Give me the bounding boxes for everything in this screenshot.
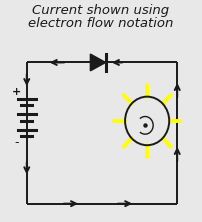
Text: Current shown using: Current shown using [33,4,169,17]
Text: -: - [15,137,19,149]
Text: electron flow notation: electron flow notation [28,17,174,30]
Polygon shape [90,54,106,71]
Text: +: + [12,87,21,97]
